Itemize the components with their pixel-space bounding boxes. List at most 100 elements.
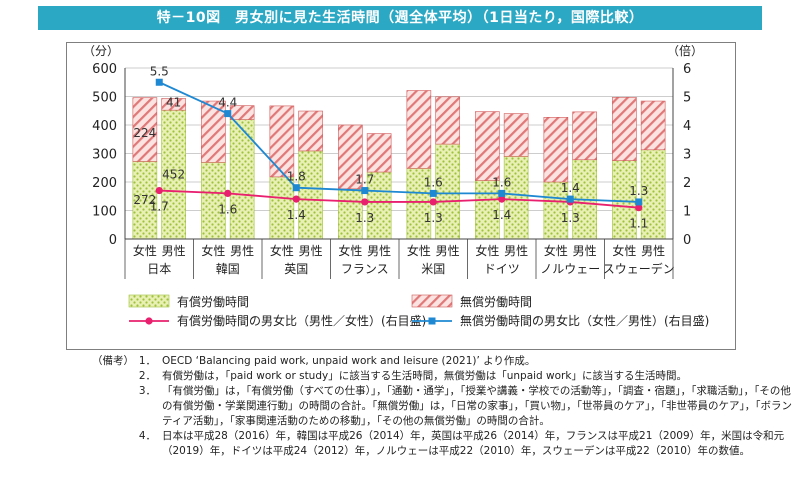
- bar-paid-female: [406, 168, 432, 240]
- data-label: 272: [133, 193, 156, 207]
- bar-paid-female: [475, 180, 500, 240]
- legend-label-paid-ratio: 有償労働時間の男女比（男性／女性）(右目盛): [177, 313, 426, 328]
- x-country-label: ノルウェー: [540, 262, 600, 276]
- note-text: OECD ‘Balancing paid work, unpaid work a…: [162, 355, 536, 367]
- note-row-2: 2． 有償労働は，「paid work or study」に該当する生活時間，無…: [92, 369, 792, 384]
- y-right-tick-label: 2: [683, 176, 691, 191]
- bar-unpaid-female: [612, 97, 637, 161]
- x-sex-label: 男性: [436, 244, 460, 258]
- y-right-tick-label: 0: [683, 233, 691, 248]
- line-data-label: 4.4: [218, 96, 237, 110]
- x-sex-label: 男性: [573, 244, 597, 258]
- y-left-unit: （分）: [83, 44, 119, 58]
- x-sex-label: 男性: [504, 244, 528, 258]
- y-left-tick-label: 200: [92, 176, 117, 191]
- bar-paid-male: [298, 150, 323, 240]
- legend-label-unpaid: 無償労働時間: [460, 294, 532, 309]
- line-point: [566, 195, 574, 203]
- x-sex-label: 男性: [230, 244, 254, 258]
- note-text: 有償労働は，「paid work or study」に該当する生活時間，無償労働…: [162, 370, 687, 382]
- chart-title: 特－10図 男女別に見た生活時間（週全体平均）（1日当たり，国際比較）: [38, 6, 762, 30]
- bar-unpaid-female: [269, 105, 295, 178]
- x-sex-label: 女性: [338, 243, 362, 258]
- line-point: [361, 187, 369, 195]
- x-country-label: スウェーデン: [603, 261, 675, 276]
- y-left-tick-label: 0: [109, 233, 117, 248]
- line-point: [292, 195, 300, 203]
- bar-paid-female: [338, 188, 363, 240]
- line-point: [155, 78, 163, 86]
- line-data-label: 1.6: [492, 175, 511, 189]
- bar-unpaid-male: [435, 96, 460, 145]
- note-text: 「有償労働」は，「有償労働（すべての仕事）」，「通勤・通学」，「授業や講義・学校…: [162, 385, 792, 427]
- note-row-4: 4． 日本は平成28（2016）年，韓国は平成26（2014）年，英国は平成26…: [92, 429, 792, 459]
- x-sex-label: 男性: [367, 244, 391, 258]
- line-series-1: [159, 189, 639, 209]
- y-left-tick-label: 600: [92, 62, 117, 77]
- bar-unpaid-female: [543, 117, 569, 183]
- legend-marker-unpaid-ratio: [428, 317, 436, 325]
- bar-paid-female: [269, 176, 295, 240]
- bar-unpaid-male: [503, 113, 529, 157]
- line-data-label: 1.4: [287, 208, 306, 222]
- line-data-label: 5.5: [150, 64, 169, 78]
- x-country-label: フランス: [341, 262, 389, 276]
- x-sex-label: 女性: [612, 243, 636, 258]
- x-country-label: 英国: [284, 262, 308, 276]
- legend-swatch-unpaid: [411, 294, 453, 308]
- x-sex-label: 男性: [641, 244, 665, 258]
- bar-unpaid-female: [338, 124, 363, 190]
- y-left-tick-label: 100: [92, 205, 117, 220]
- y-left-tick-label: 400: [92, 119, 117, 134]
- line-data-label: 1.7: [150, 200, 169, 214]
- x-sex-label: 女性: [407, 243, 431, 258]
- note-text: 日本は平成28（2016）年，韓国は平成26（2014）年，英国は平成26（20…: [162, 430, 785, 457]
- line-data-label: 1.6: [424, 175, 443, 189]
- x-sex-label: 女性: [270, 243, 294, 258]
- y-right-tick-label: 3: [683, 148, 691, 163]
- note-row-1: （備考） 1． OECD ‘Balancing paid work, unpai…: [92, 354, 792, 369]
- line-point: [635, 198, 643, 206]
- line-data-label: 1.4: [561, 181, 580, 195]
- x-sex-label: 男性: [162, 244, 186, 258]
- line-series-2: [158, 81, 639, 203]
- line-point: [155, 186, 163, 195]
- line-point: [224, 110, 232, 118]
- data-label: 41: [166, 95, 181, 109]
- y-right-tick-label: 4: [683, 119, 691, 134]
- bar-paid-female: [201, 162, 226, 240]
- note-number: 3．: [138, 385, 156, 397]
- bar-paid-male: [161, 109, 186, 240]
- note-number: 2．: [138, 370, 156, 382]
- x-sex-label: 女性: [201, 243, 225, 258]
- line-point: [498, 189, 506, 197]
- bar-paid-male: [503, 156, 529, 240]
- legend-marker-paid-ratio: [145, 317, 153, 325]
- line-data-label: 1.3: [355, 211, 374, 225]
- y-right-tick-label: 6: [683, 62, 691, 77]
- line-data-label: 1.7: [355, 173, 374, 187]
- bar-unpaid-female: [132, 97, 158, 162]
- data-label: 224: [133, 126, 156, 140]
- note-row-3: 3． 「有償労働」は，「有償労働（すべての仕事）」，「通勤・通学」，「授業や講義…: [92, 384, 792, 429]
- line-point: [292, 184, 300, 192]
- x-country-label: 日本: [147, 262, 171, 276]
- line-data-label: 1.3: [561, 211, 580, 225]
- line-point: [498, 195, 506, 203]
- y-left-tick-label: 500: [92, 91, 117, 106]
- bar-paid-male: [435, 143, 460, 240]
- note-number: 1．: [138, 355, 156, 367]
- line-data-label: 1.4: [492, 208, 511, 222]
- bar-paid-male: [640, 149, 666, 240]
- bar-unpaid-male: [298, 110, 323, 152]
- line-data-label: 1.6: [218, 202, 237, 216]
- bar-paid-female: [543, 181, 569, 240]
- legend-label-unpaid-ratio: 無償労働時間の男女比（女性／男性）(右目盛): [460, 313, 709, 328]
- x-sex-label: 女性: [133, 243, 157, 258]
- bar-unpaid-male: [161, 98, 186, 111]
- legend-label-paid: 有償労働時間: [177, 295, 249, 309]
- x-sex-label: 女性: [475, 243, 499, 258]
- line-point: [429, 189, 437, 197]
- y-left-tick-label: 300: [92, 148, 117, 163]
